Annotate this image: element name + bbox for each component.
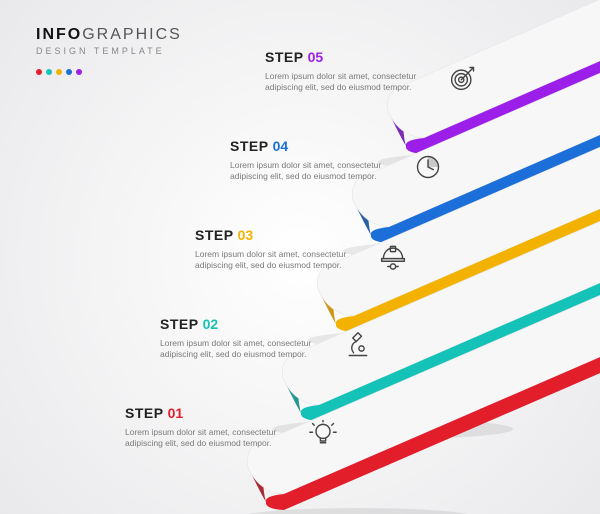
step-body: Lorem ipsum dolor sit amet, consectetur … [230, 160, 390, 183]
bulb-icon [306, 417, 340, 451]
step-label: STEP [125, 405, 164, 421]
step-text-05: STEP05 Lorem ipsum dolor sit amet, consec… [265, 49, 445, 94]
step-number: 02 [203, 316, 219, 332]
step-body: Lorem ipsum dolor sit amet, consectetur … [195, 249, 355, 272]
step-number: 05 [308, 49, 324, 65]
step-number: 01 [168, 405, 184, 421]
step-number: 04 [273, 138, 289, 154]
helmet-icon [376, 239, 410, 273]
step-text-04: STEP04 Lorem ipsum dolor sit amet, consec… [230, 138, 410, 183]
step-body: Lorem ipsum dolor sit amet, consectetur … [160, 338, 320, 361]
step-text-02: STEP02 Lorem ipsum dolor sit amet, consec… [160, 316, 340, 361]
microscope-icon [341, 328, 375, 362]
step-body: Lorem ipsum dolor sit amet, consectetur … [265, 71, 425, 94]
step-label: STEP [265, 49, 304, 65]
clock-icon [411, 150, 445, 184]
step-label: STEP [160, 316, 199, 332]
step-label: STEP [230, 138, 269, 154]
step-number: 03 [238, 227, 254, 243]
step-text-01: STEP01 Lorem ipsum dolor sit amet, consec… [125, 405, 305, 450]
target-icon [446, 61, 480, 95]
step-text-03: STEP03 Lorem ipsum dolor sit amet, consec… [195, 227, 375, 272]
step-label: STEP [195, 227, 234, 243]
step-body: Lorem ipsum dolor sit amet, consectetur … [125, 427, 285, 450]
